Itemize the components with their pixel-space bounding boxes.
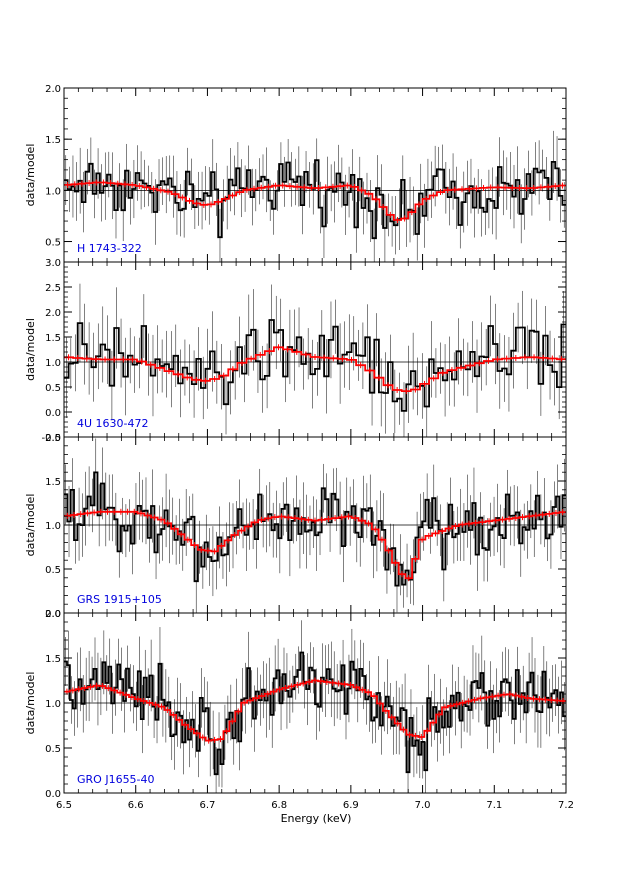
x-tick-label: 6.9 [343,800,359,811]
y-tick-label: 1.5 [45,477,61,488]
model-curve [64,510,566,580]
y-tick-label: 0.0 [45,789,61,800]
y-tick-label: 2.0 [45,84,61,95]
x-tick-label: 6.6 [128,800,144,811]
data-histogram [64,159,566,240]
panel-label: GRO J1655-40 [77,773,155,786]
x-tick-label: 7.2 [558,800,574,811]
panel-1: 0.5 1.0 1.5 2.0 data/model H 1743-322 [24,84,567,263]
y-tick-label: -0.5 [41,433,61,444]
y-tick-label: 0.5 [45,565,61,576]
y-tick-label: 3.0 [45,258,61,269]
y-axis-title: data/model [24,318,37,381]
y-axis-title: data/model [24,672,37,735]
panel-3: 0.0 0.5 1.0 1.5 2.0 data/model GRS 1915+105 [24,433,567,620]
y-tick-label: 2.0 [45,609,61,620]
y-tick-label: 0.0 [45,609,61,620]
y-tick-label: 1.0 [45,699,61,710]
panel-2: -0.5 0.0 0.5 1.0 1.5 2.0 2.5 3.0 data/model 4U 16… [24,258,567,444]
panel-label: GRS 1915+105 [77,593,162,606]
y-tick-label: 2.0 [45,308,61,319]
y-tick-label: 1.5 [45,135,61,146]
x-axis-title: Energy (keV) [281,812,352,825]
y-tick-label: 0.5 [45,744,61,755]
plot-area [64,283,566,437]
x-tick-label: 6.8 [271,800,287,811]
y-axis-title: data/model [24,144,37,207]
panel-4: 0.0 0.5 1.0 1.5 2.0 data/model GRO J1655-40 [24,609,567,800]
y-tick-label: 2.5 [45,283,61,294]
y-tick-label: 0.5 [45,383,61,394]
y-tick-label: 2.0 [45,433,61,444]
y-tick-label: 1.5 [45,333,61,344]
panel-label: H 1743-322 [77,242,142,255]
x-tick-label: 7.1 [486,800,502,811]
y-tick-label: 1.0 [45,358,61,369]
data-histogram [64,651,566,776]
x-tick-label: 6.7 [199,800,215,811]
panel-label: 4U 1630-472 [77,417,149,430]
model-curve [64,679,566,742]
plot-area [64,620,566,793]
x-tick-label: 6.5 [56,800,72,811]
y-tick-label: 0.5 [45,238,61,249]
y-tick-label: 1.5 [45,654,61,665]
y-tick-label: 1.0 [45,521,61,532]
y-tick-label: 0.0 [45,408,61,419]
model-curve [64,181,566,221]
plot-area [64,130,566,262]
x-axis: 6.5 6.6 6.7 6.8 6.9 7.0 7.1 7.2 [56,800,574,811]
plot-area [64,438,566,613]
x-tick-label: 7.0 [415,800,431,811]
model-curve [64,346,566,392]
y-axis-title: data/model [24,494,37,557]
y-tick-label: 1.0 [45,186,61,197]
